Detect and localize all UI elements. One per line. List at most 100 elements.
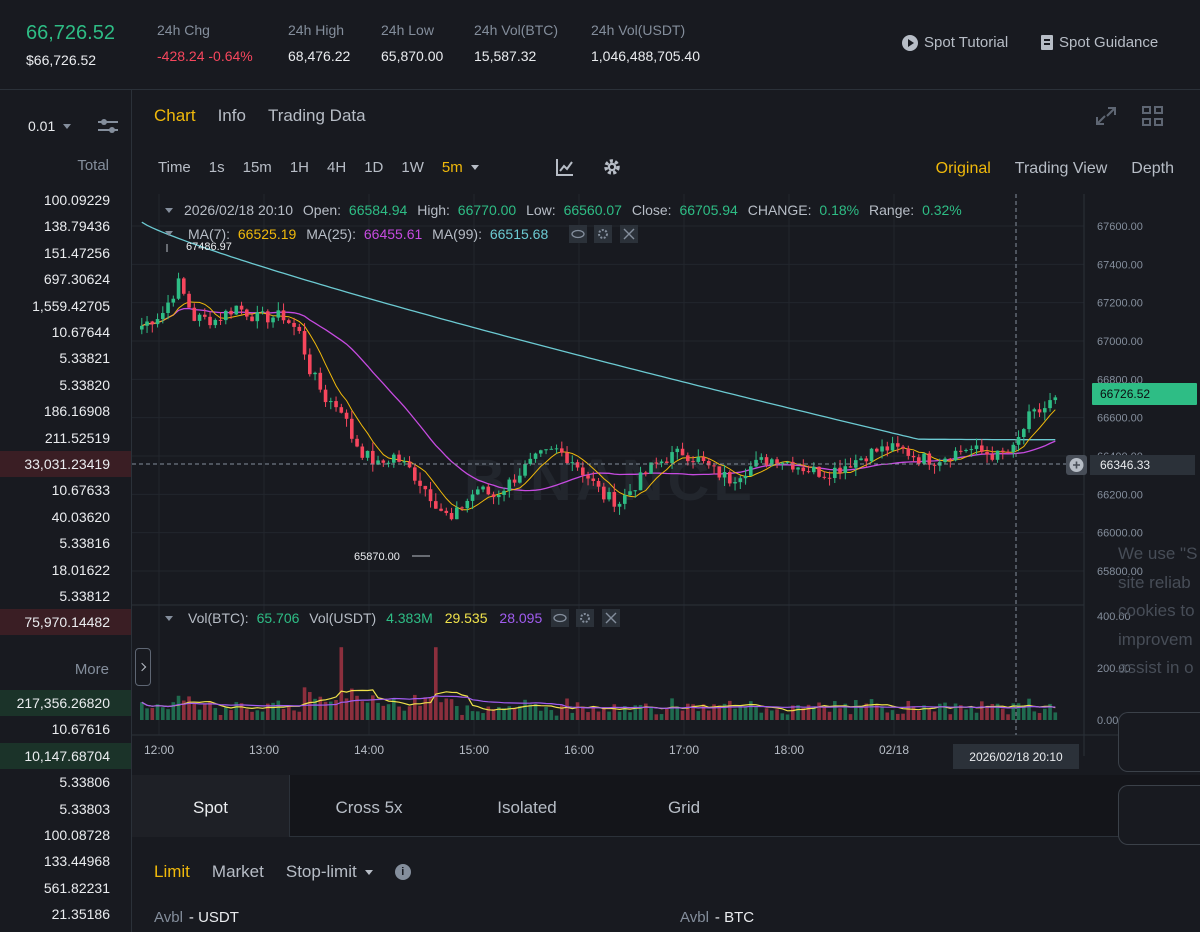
ask-row[interactable]: 75,970.14482: [0, 609, 131, 636]
tf-15m[interactable]: 15m: [242, 159, 272, 176]
ask-row[interactable]: 211.52519: [44, 429, 110, 446]
bid-row[interactable]: 10,147.68704: [0, 742, 131, 769]
candlestick-chart[interactable]: BINANCE 67600.0067400.0067200.0067000.00…: [132, 194, 1200, 775]
tab-cross[interactable]: Cross 5x: [335, 798, 403, 817]
more-header: More: [74, 661, 109, 678]
stat-label: 24h Chg: [157, 22, 210, 38]
tf-1d[interactable]: 1D: [364, 159, 384, 176]
ask-row[interactable]: 40.03620: [51, 508, 110, 525]
caret-down-icon: [364, 869, 373, 875]
volume-bar: [1048, 703, 1052, 720]
view-depth[interactable]: Depth: [1131, 160, 1174, 177]
candle-body: [791, 461, 795, 470]
caret-down-icon[interactable]: [165, 231, 173, 236]
candle-body: [591, 478, 596, 481]
tf-4h[interactable]: 4H: [327, 159, 347, 176]
bid-row[interactable]: 217,356.26820: [0, 690, 131, 716]
bid-row[interactable]: 133.44968: [43, 853, 110, 870]
eye-icon[interactable]: [551, 609, 569, 627]
volume-bar: [197, 709, 202, 720]
volume-bar: [444, 698, 449, 720]
ohlc-high-label: High:: [417, 202, 450, 218]
bid-row[interactable]: 100.08728: [43, 827, 110, 843]
bid-row[interactable]: 5.33803: [59, 800, 110, 817]
volume-bar: [654, 714, 659, 720]
time-tick-label: 13:00: [249, 743, 279, 757]
time-tick-label: 16:00: [564, 743, 594, 757]
tf-1h[interactable]: 1H: [289, 159, 309, 176]
crosshair-price-label: 66346.33: [1100, 458, 1150, 472]
tab-spot[interactable]: Spot: [132, 775, 290, 837]
tab-chart[interactable]: Chart: [154, 106, 196, 125]
tab-trading-data[interactable]: Trading Data: [267, 106, 366, 125]
spot-guidance-link[interactable]: Spot Guidance: [1041, 34, 1158, 51]
settings-sliders-icon[interactable]: [98, 118, 118, 134]
ask-row[interactable]: 186.16908: [43, 403, 110, 420]
ask-row[interactable]: 5.33812: [59, 588, 110, 604]
candle-body: [827, 477, 832, 479]
candle-body: [701, 457, 706, 462]
volume-bar: [155, 704, 160, 720]
gear-icon[interactable]: [594, 225, 612, 243]
volume-bar: [890, 710, 895, 720]
candle-body: [266, 311, 270, 323]
bid-row[interactable]: 10.67616: [51, 721, 110, 738]
ask-row[interactable]: 10.67633: [51, 482, 110, 499]
info-icon[interactable]: i: [394, 864, 411, 880]
view-original[interactable]: Original: [935, 160, 991, 177]
volume-bar: [350, 688, 354, 720]
ask-row[interactable]: 5.33820: [59, 376, 110, 393]
order-type-market[interactable]: Market: [211, 862, 264, 881]
tf-5m-dropdown[interactable]: 5m: [442, 159, 479, 176]
ask-row[interactable]: 697.30624: [43, 271, 110, 288]
ask-row[interactable]: 18.01622: [51, 561, 110, 578]
indicators-icon[interactable]: [556, 158, 574, 176]
tf-1s[interactable]: 1s: [208, 159, 225, 176]
cookie-reject-button[interactable]: [1118, 785, 1200, 845]
cookie-accept-button[interactable]: [1118, 712, 1200, 772]
tab-grid[interactable]: Grid: [667, 798, 701, 817]
candle-body: [150, 321, 155, 325]
bid-row[interactable]: 21.35186: [51, 906, 110, 923]
volume-bar: [848, 714, 853, 720]
expand-panel-button[interactable]: [135, 648, 151, 686]
ohlc-text: 2026/02/18 20:10 Open: 66584.94 High: 66…: [184, 202, 962, 218]
bid-row[interactable]: 561.82231: [43, 879, 110, 896]
layout-grid-icon[interactable]: [1142, 106, 1164, 126]
price-tick-label: 65800.00: [1097, 566, 1143, 578]
ask-row[interactable]: 1,559.42705: [32, 297, 110, 314]
candle-body: [486, 486, 491, 495]
expand-icon[interactable]: [1095, 106, 1117, 126]
tab-info[interactable]: Info: [217, 106, 246, 125]
tf-1w[interactable]: 1W: [401, 159, 424, 176]
spot-tutorial-link[interactable]: Spot Tutorial: [902, 34, 1008, 51]
ask-row[interactable]: 5.33816: [59, 535, 110, 552]
volume-bar: [161, 707, 165, 720]
order-type-stop-limit[interactable]: Stop-limit: [286, 862, 373, 882]
precision-select[interactable]: 0.01: [28, 118, 72, 134]
ask-row[interactable]: 151.47256: [43, 244, 110, 261]
last-price: 66,726.52: [26, 22, 115, 44]
stat-24h-high: 24h High 68,476.22: [288, 22, 350, 64]
caret-down-icon[interactable]: [165, 208, 173, 213]
caret-down-icon[interactable]: [165, 616, 173, 621]
view-trading-view[interactable]: Trading View: [1014, 160, 1108, 177]
ask-row[interactable]: 10.67644: [51, 324, 110, 340]
ask-row[interactable]: 5.33821: [59, 350, 110, 367]
volume-bar: [439, 702, 443, 720]
gear-icon[interactable]: [576, 609, 594, 627]
tf-time[interactable]: Time: [158, 159, 191, 176]
tab-isolated[interactable]: Isolated: [497, 798, 557, 817]
volume-bar: [460, 714, 464, 720]
eye-icon[interactable]: [569, 225, 587, 243]
bid-row[interactable]: 5.33806: [59, 774, 110, 791]
avbl-label: Avbl: [680, 909, 709, 926]
candle-body: [575, 462, 580, 468]
gear-icon[interactable]: [602, 157, 622, 177]
ask-row[interactable]: 100.09229: [43, 192, 110, 208]
candle-body: [890, 443, 895, 451]
volume-bar: [701, 704, 706, 720]
ask-row[interactable]: 33,031.23419: [0, 451, 131, 477]
ask-row[interactable]: 138.79436: [43, 218, 110, 235]
order-type-limit[interactable]: Limit: [154, 862, 190, 881]
